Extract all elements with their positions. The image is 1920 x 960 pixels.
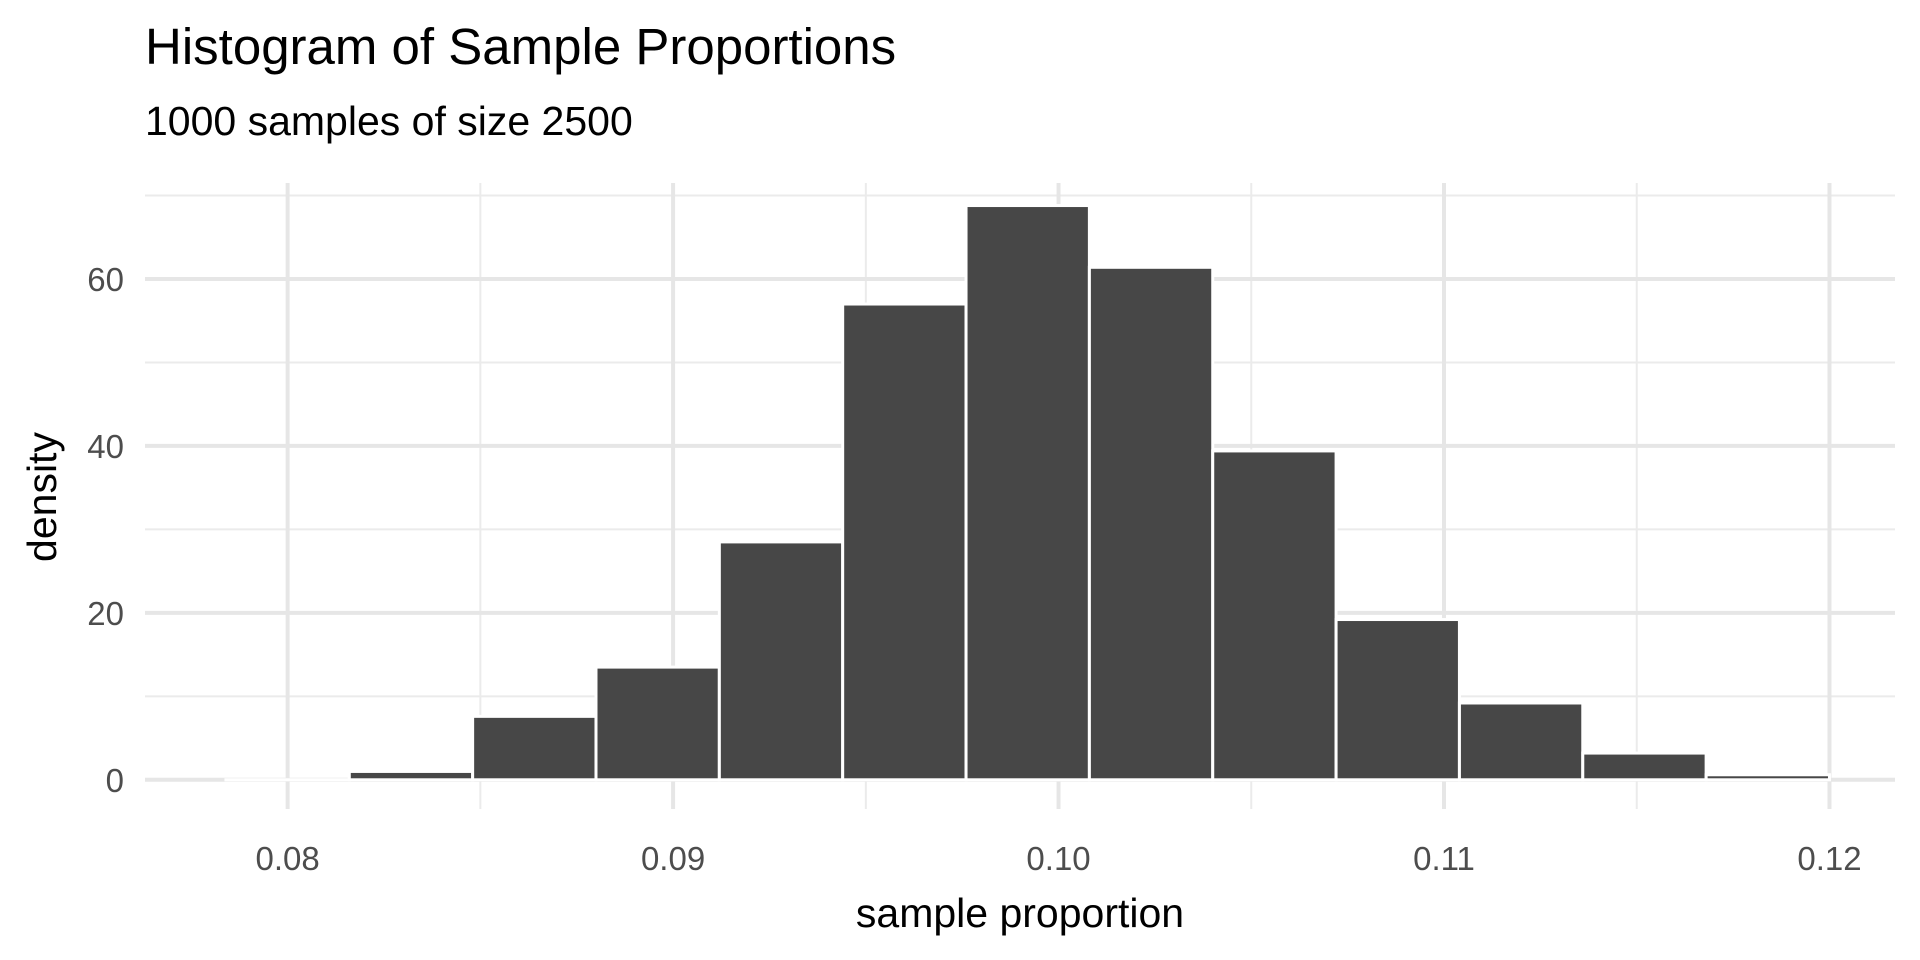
chart-subtitle: 1000 samples of size 2500 [145, 98, 633, 144]
histogram-bar [1704, 773, 1831, 782]
y-tick-label: 0 [106, 762, 124, 799]
histogram-bar [717, 540, 845, 782]
x-tick-label: 0.10 [1026, 840, 1090, 877]
x-tick-label: 0.11 [1413, 840, 1475, 877]
histogram-bar [1581, 751, 1708, 782]
x-tick-label: 0.08 [256, 840, 320, 877]
chart-title: Histogram of Sample Proportions [145, 18, 896, 75]
histogram-bar [1211, 449, 1338, 782]
x-tick-label: 0.09 [641, 840, 705, 877]
x-axis-tick-labels: 0.08 0.09 0.10 0.11 0.12 [256, 840, 1862, 877]
y-tick-label: 40 [87, 428, 124, 465]
x-tick-label: 0.12 [1797, 840, 1861, 877]
y-tick-label: 60 [87, 261, 124, 298]
histogram-bar [347, 769, 475, 782]
histogram-bar [1087, 265, 1215, 782]
histogram-bar [841, 302, 968, 782]
histogram-bar [964, 204, 1091, 782]
y-tick-label: 20 [87, 595, 124, 632]
histogram-bar [471, 714, 598, 782]
histogram-bar [594, 665, 721, 782]
histogram-bars [224, 204, 1831, 782]
histogram-bar [1334, 618, 1461, 782]
x-axis-title: sample proportion [856, 890, 1184, 936]
y-axis-title: density [19, 432, 65, 562]
y-axis-tick-labels: 0 20 40 60 [87, 261, 124, 799]
histogram-bar [1457, 701, 1585, 782]
